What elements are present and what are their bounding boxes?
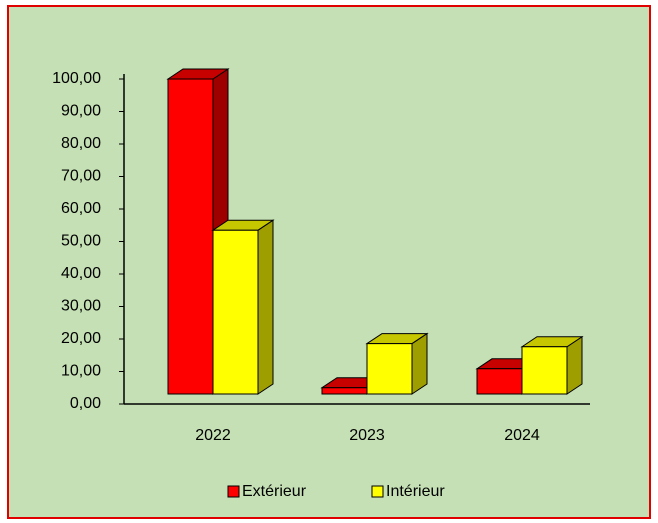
chart-area (7, 5, 651, 519)
x-tick-label: 2024 (504, 427, 540, 444)
x-tick-label: 2022 (195, 427, 231, 444)
bar (365, 332, 429, 395)
legend-label: Extérieur (242, 483, 307, 500)
y-tick-label: 20,00 (61, 330, 101, 347)
y-tick-label: 80,00 (61, 135, 101, 152)
bar-front (167, 78, 214, 395)
legend-swatch (227, 485, 240, 498)
bar-front (212, 229, 259, 395)
y-tick-label: 0,00 (70, 395, 101, 412)
y-tick-label: 50,00 (61, 233, 101, 250)
y-tick-label: 90,00 (61, 103, 101, 120)
bar (520, 335, 584, 395)
x-tick-label: 2023 (349, 427, 385, 444)
y-tick-label: 40,00 (61, 265, 101, 282)
legend-swatch (371, 485, 384, 498)
bar-front (521, 346, 568, 395)
bar (211, 219, 275, 395)
bar-front (321, 387, 368, 395)
y-tick-label: 30,00 (61, 298, 101, 315)
bar-front (476, 368, 523, 395)
y-tick-label: 100,00 (52, 70, 101, 87)
y-tick-label: 10,00 (61, 363, 101, 380)
bar-front (366, 343, 413, 395)
y-tick-label: 70,00 (61, 168, 101, 185)
bar-side (257, 219, 274, 395)
legend-label: Intérieur (386, 483, 445, 500)
y-tick-label: 60,00 (61, 200, 101, 217)
